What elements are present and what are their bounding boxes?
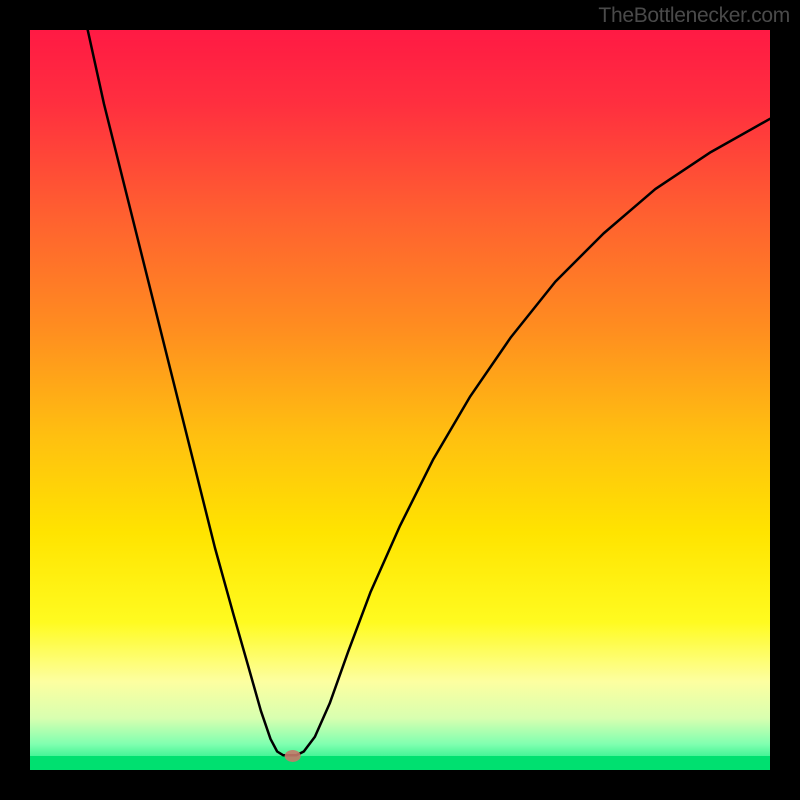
bottleneck-chart — [0, 0, 800, 800]
optimal-point-marker — [285, 750, 301, 762]
chart-bottom-band — [30, 756, 770, 770]
chart-container: TheBottlenecker.com — [0, 0, 800, 800]
chart-background — [30, 30, 770, 770]
watermark-text: TheBottlenecker.com — [598, 4, 790, 28]
